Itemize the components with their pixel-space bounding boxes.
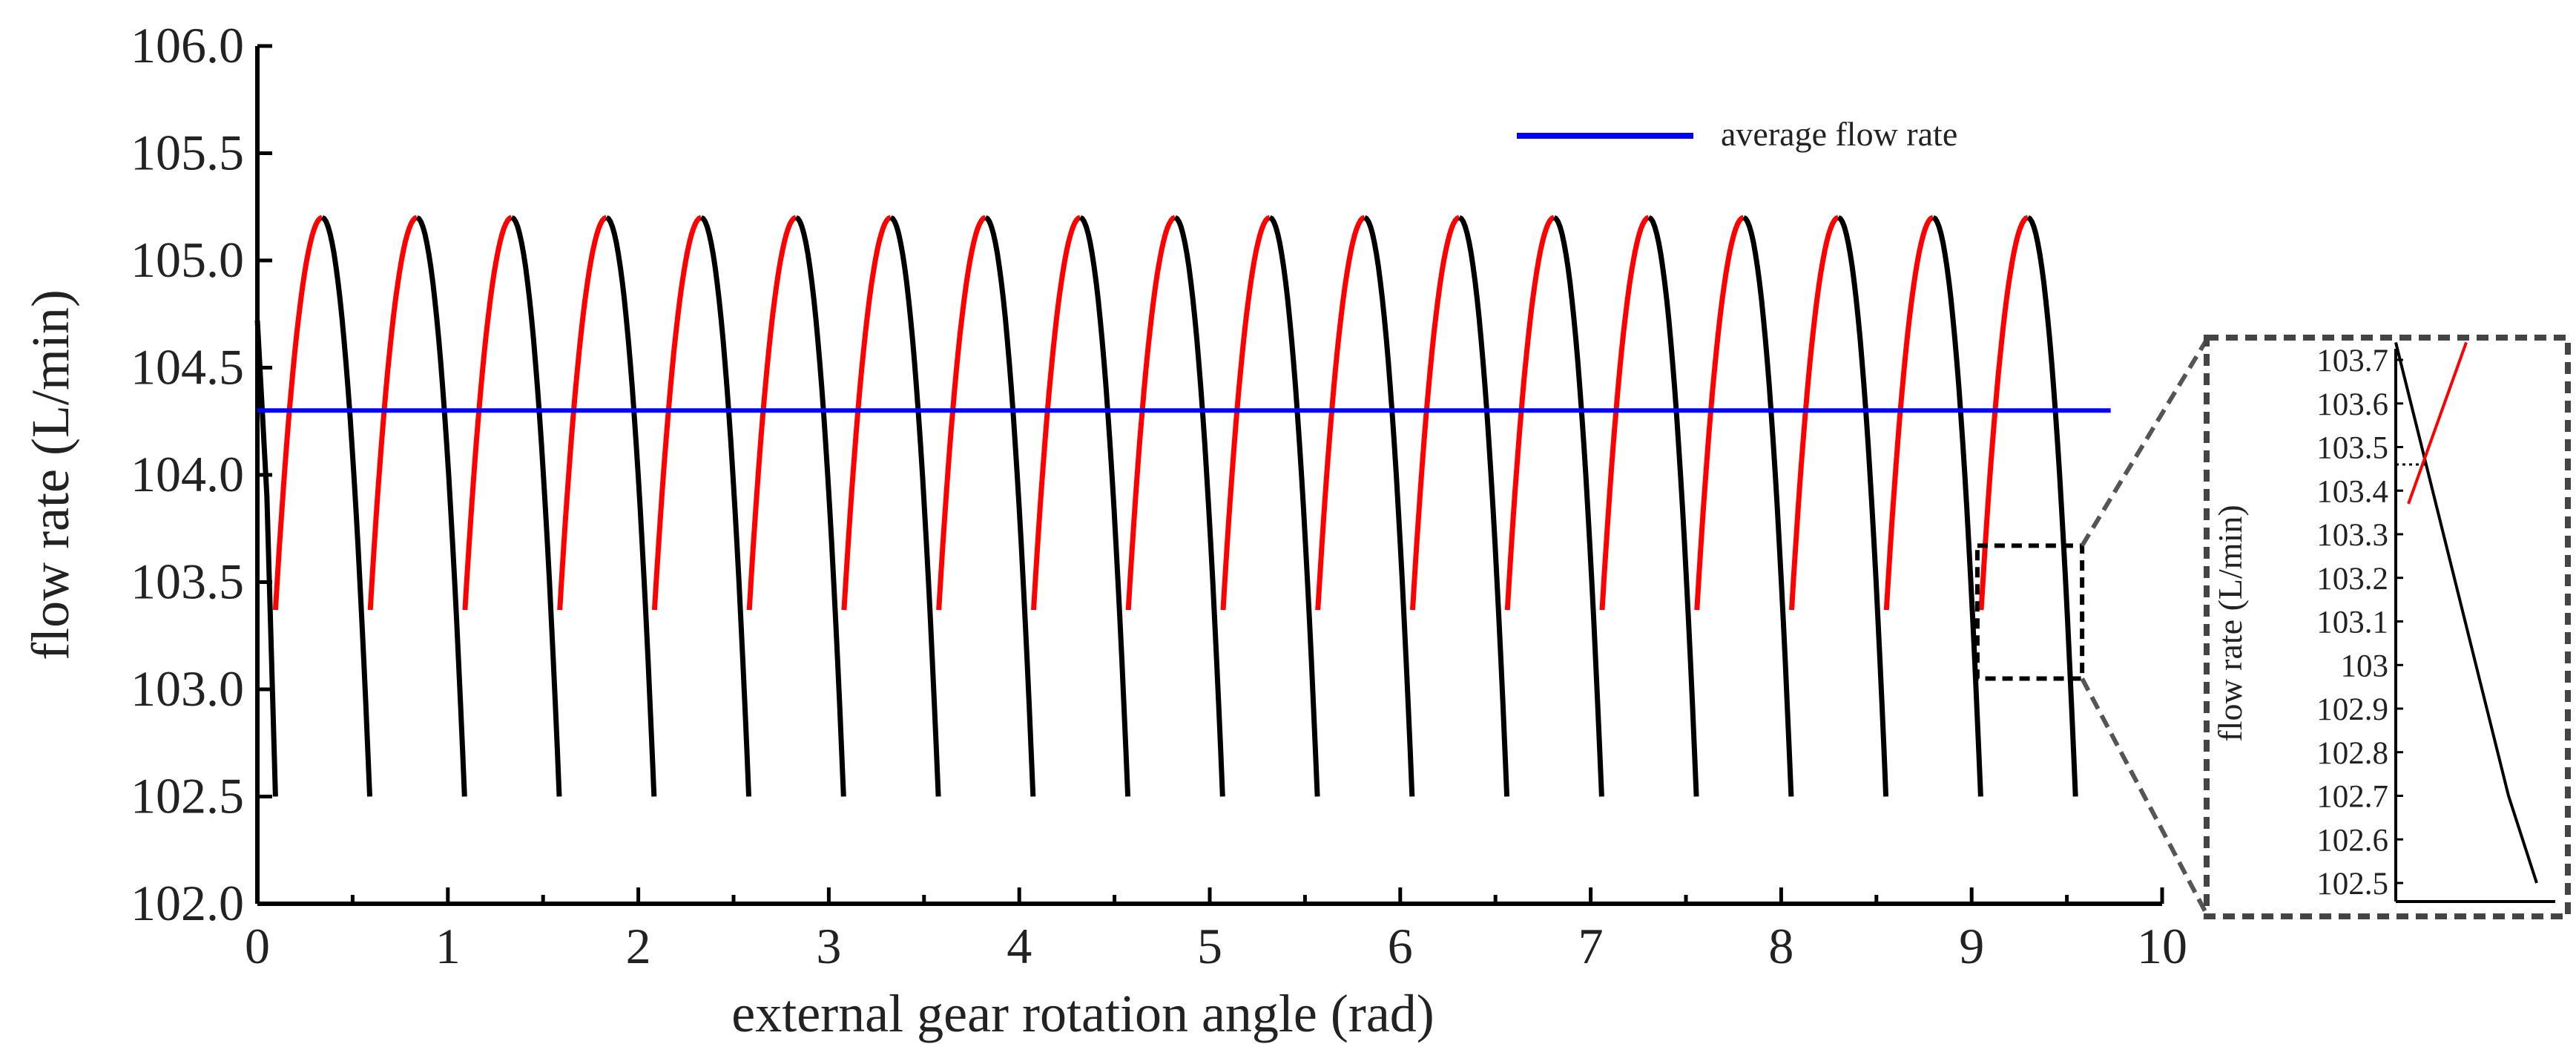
y-axis-title: flow rate (L/min) [21, 289, 80, 660]
inset-plot: 102.5 102.6 102.7 102.8 102.9 103 103.1 103.2 10… [2204, 335, 2571, 919]
x-tick-label: 8 [1768, 918, 1793, 974]
x-tick-label: 9 [1959, 918, 1984, 974]
black-arc [1837, 215, 1889, 797]
black-arc [1078, 215, 1131, 797]
black-arc [510, 215, 562, 797]
inset-y-tick-label: 102.6 [2316, 823, 2388, 858]
inset-black-line [2394, 342, 2538, 884]
y-ticks: 102.0 102.5 103.0 103.5 104.0 104.5 105.0 105.5… [131, 17, 272, 931]
red-arc [1315, 214, 1366, 611]
red-arc [936, 214, 986, 611]
inset-y-axis-title: flow rate (L/min) [2211, 505, 2249, 741]
inset-frame [2204, 335, 2571, 919]
red-arc [841, 214, 892, 611]
black-arc [1552, 215, 1604, 797]
inset-y-tick-label: 103.5 [2316, 431, 2388, 466]
y-tick-label: 103.5 [131, 554, 244, 610]
black-arc [605, 215, 657, 797]
black-arc [320, 215, 372, 797]
inset-y-tick-label: 103.1 [2316, 605, 2388, 640]
inset-y-tick-label: 102.5 [2316, 867, 2388, 902]
red-arc [651, 214, 702, 611]
black-arc [1742, 215, 1794, 797]
red-arc [1599, 214, 1650, 611]
black-arc [1457, 215, 1510, 797]
inset-y-tick-label: 102.7 [2316, 780, 2388, 815]
red-arc [367, 214, 418, 611]
x-axis-title: external gear rotation angle (rad) [731, 984, 1434, 1043]
red-arc [1125, 214, 1176, 611]
legend-label-average: average flow rate [1721, 115, 1957, 153]
black-arc [1647, 215, 1699, 797]
x-tick-label: 5 [1197, 918, 1222, 974]
black-arc [2026, 215, 2078, 797]
y-tick-label: 102.0 [131, 875, 244, 931]
main-plot: 102.0 102.5 103.0 103.5 104.0 104.5 105.0 105.5… [131, 17, 2187, 974]
zoom-connector-top [2080, 338, 2209, 547]
x-tick-label: 1 [435, 918, 461, 974]
red-arc [462, 214, 513, 611]
black-arc [1931, 215, 1983, 797]
inset-y-tick-label: 103.4 [2316, 474, 2388, 509]
x-tick-label: 0 [245, 918, 270, 974]
y-tick-label: 104.0 [131, 446, 244, 502]
x-tick-label: 7 [1578, 918, 1604, 974]
y-tick-label: 102.5 [131, 768, 244, 824]
red-arc [557, 214, 607, 611]
zoom-box [1974, 543, 2085, 681]
y-tick-label: 105.0 [131, 232, 244, 288]
inset-y-tick-label: 103 [2341, 649, 2389, 683]
y-tick-label: 106.0 [131, 17, 244, 73]
red-arc [746, 214, 797, 611]
black-arc [1173, 215, 1225, 797]
zoom-connector-bottom [2080, 677, 2209, 916]
inset-red-line [2407, 341, 2468, 505]
red-arc [1694, 214, 1745, 611]
red-arc [1504, 214, 1555, 611]
black-arc [794, 215, 846, 797]
inset-y-tick-label: 103.7 [2316, 344, 2388, 378]
red-arc [1978, 214, 2029, 611]
red-arc [272, 214, 323, 611]
x-ticks: 0 1 2 3 4 5 6 7 8 9 10 [245, 887, 2187, 974]
x-tick-label: 10 [2137, 918, 2187, 974]
black-arc [699, 215, 751, 797]
inset-y-tick-label: 103.3 [2316, 518, 2388, 553]
black-series [254, 215, 2078, 797]
red-series [272, 214, 2029, 611]
black-arc [415, 215, 467, 797]
red-arc [1789, 214, 1839, 611]
red-arc [1031, 214, 1081, 611]
legend: average flow rate [1517, 115, 1957, 153]
black-arc [254, 320, 278, 797]
y-tick-label: 105.5 [131, 125, 244, 181]
inset-y-tick-label: 102.8 [2316, 736, 2388, 771]
x-tick-label: 4 [1007, 918, 1032, 974]
inset-y-tick-label: 103.6 [2316, 387, 2388, 422]
x-tick-label: 6 [1388, 918, 1413, 974]
x-tick-label: 2 [626, 918, 651, 974]
black-arc [1363, 215, 1415, 797]
black-arc [984, 215, 1036, 797]
y-tick-label: 104.5 [131, 339, 244, 395]
red-arc [1410, 214, 1460, 611]
inset-y-tick-label: 103.2 [2316, 562, 2388, 597]
inset-y-tick-label: 102.9 [2316, 692, 2388, 727]
red-arc [1220, 214, 1271, 611]
inset-y-ticks: 102.5 102.6 102.7 102.8 102.9 103 103.1 103.2 10… [2316, 344, 2403, 902]
x-tick-label: 3 [816, 918, 841, 974]
y-tick-label: 103.0 [131, 660, 244, 717]
black-arc [889, 215, 941, 797]
red-arc [1883, 214, 1934, 611]
black-arc [1268, 215, 1320, 797]
